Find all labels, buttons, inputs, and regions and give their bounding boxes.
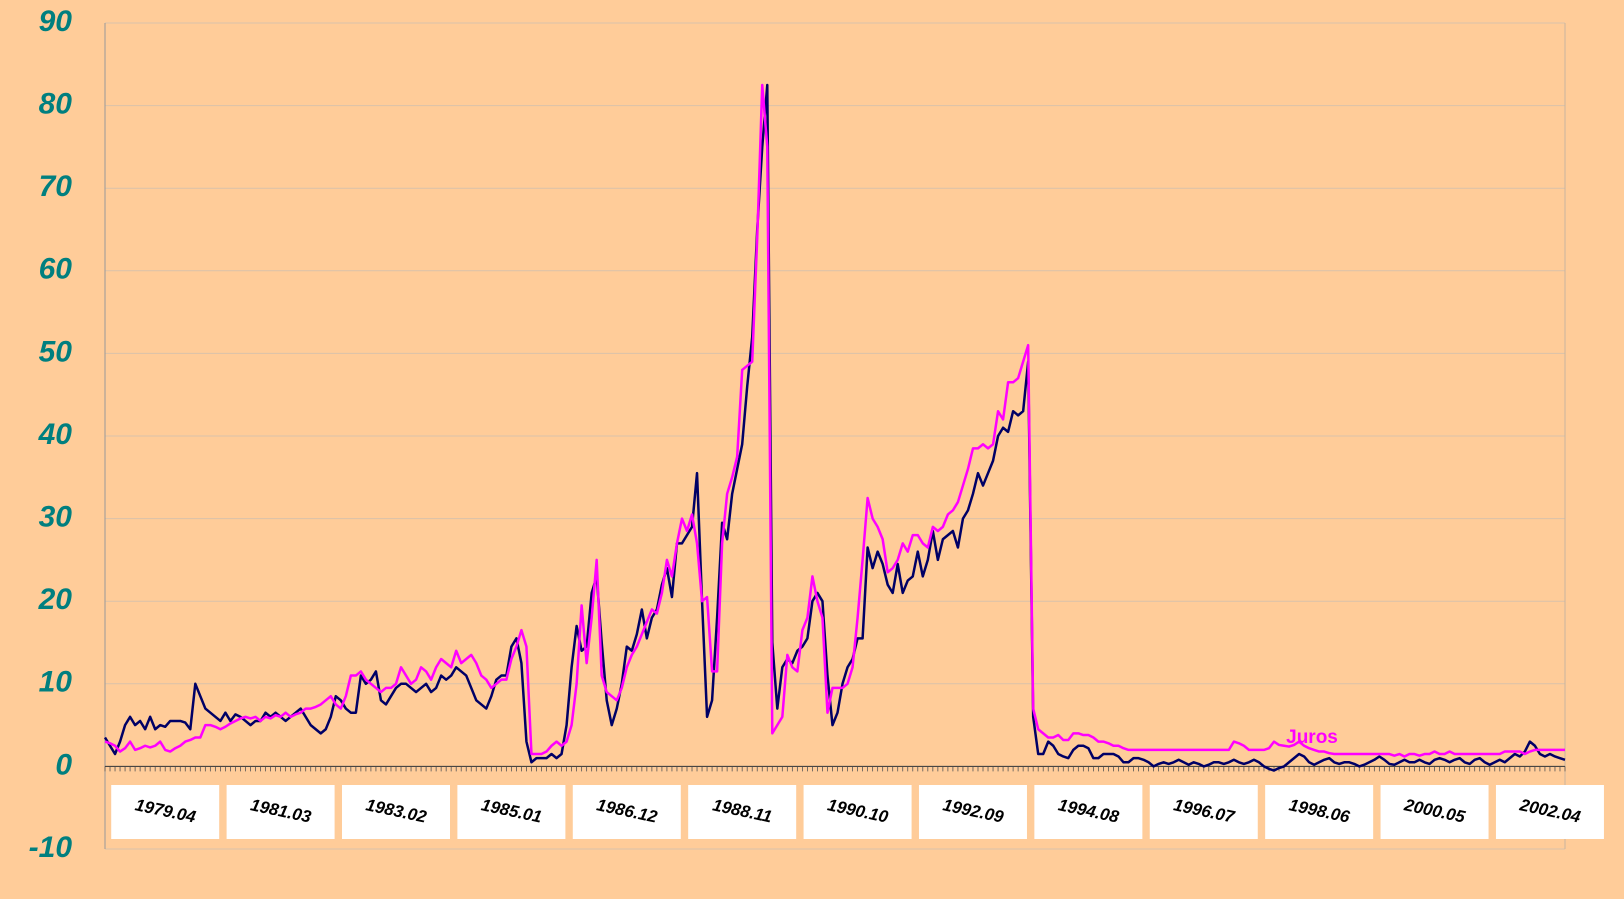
y-tick-label: 30	[39, 501, 73, 534]
y-tick-label: 90	[39, 5, 73, 38]
y-tick-label: 70	[39, 170, 73, 203]
x-label-box	[1034, 785, 1143, 839]
x-label-box	[803, 785, 912, 839]
y-tick-label: 40	[38, 418, 73, 451]
y-tick-label: 10	[39, 666, 73, 699]
x-label-box	[572, 785, 681, 839]
x-label-box	[1149, 785, 1258, 839]
y-tick-label: 80	[39, 88, 73, 121]
y-tick-label: 50	[39, 335, 73, 368]
x-label-box	[918, 785, 1027, 839]
y-tick-label: 60	[39, 253, 73, 286]
y-tick-label: 20	[38, 583, 73, 616]
x-label-box	[688, 785, 797, 839]
y-tick-label: -10	[29, 831, 73, 864]
x-label-box	[1265, 785, 1374, 839]
series-line	[103, 83, 1566, 772]
series-label: Juros	[1286, 727, 1338, 748]
x-label-box	[1380, 785, 1489, 839]
series-line	[104, 83, 1565, 758]
x-label-box	[1495, 785, 1604, 839]
x-label-box	[457, 785, 566, 839]
x-label-box	[111, 785, 220, 839]
x-label-box	[226, 785, 335, 839]
y-tick-label: 0	[55, 748, 72, 781]
x-label-box	[341, 785, 450, 839]
